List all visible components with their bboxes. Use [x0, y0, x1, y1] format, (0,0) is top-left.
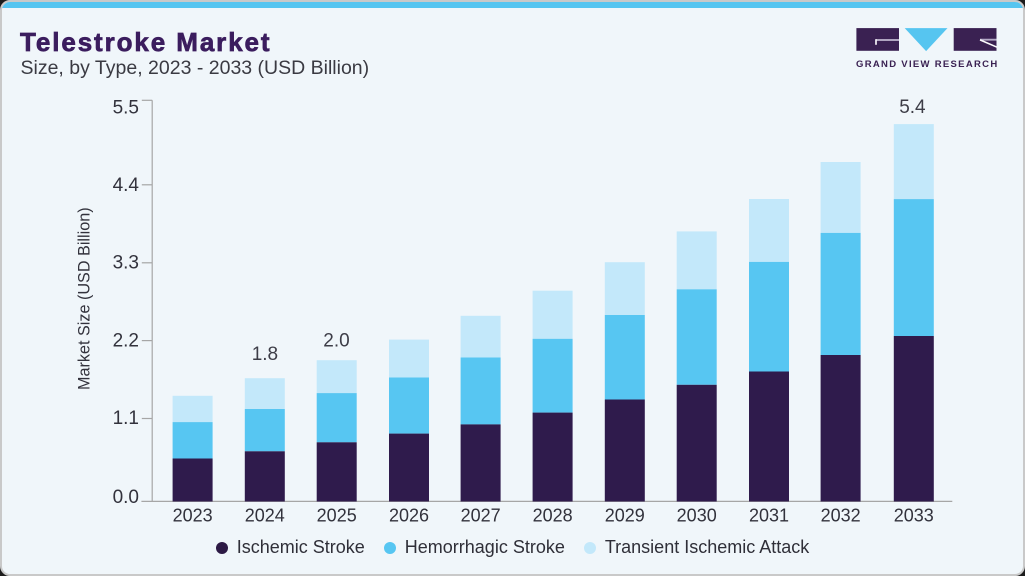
svg-text:1.1: 1.1: [113, 408, 139, 429]
svg-text:2.2: 2.2: [113, 330, 139, 351]
svg-text:1.8: 1.8: [252, 344, 278, 365]
svg-text:5.4: 5.4: [899, 97, 926, 118]
svg-text:2027: 2027: [461, 506, 501, 526]
svg-text:0.0: 0.0: [113, 487, 139, 508]
svg-text:Market Size (USD Billion): Market Size (USD Billion): [76, 207, 94, 390]
svg-text:2030: 2030: [677, 506, 717, 526]
svg-text:2028: 2028: [533, 506, 573, 526]
svg-text:2024: 2024: [245, 506, 285, 526]
svg-text:2033: 2033: [894, 506, 934, 526]
svg-text:2029: 2029: [605, 506, 645, 526]
svg-text:2023: 2023: [173, 506, 213, 526]
svg-text:2025: 2025: [317, 506, 357, 526]
svg-text:2026: 2026: [389, 506, 429, 526]
svg-text:2.0: 2.0: [323, 330, 349, 351]
svg-text:2031: 2031: [749, 506, 789, 526]
svg-text:2032: 2032: [821, 506, 861, 526]
svg-text:5.5: 5.5: [113, 98, 139, 119]
svg-text:4.4: 4.4: [113, 175, 140, 196]
svg-text:GRAND VIEW RESEARCH: GRAND VIEW RESEARCH: [856, 59, 999, 69]
svg-text:3.3: 3.3: [113, 253, 139, 274]
